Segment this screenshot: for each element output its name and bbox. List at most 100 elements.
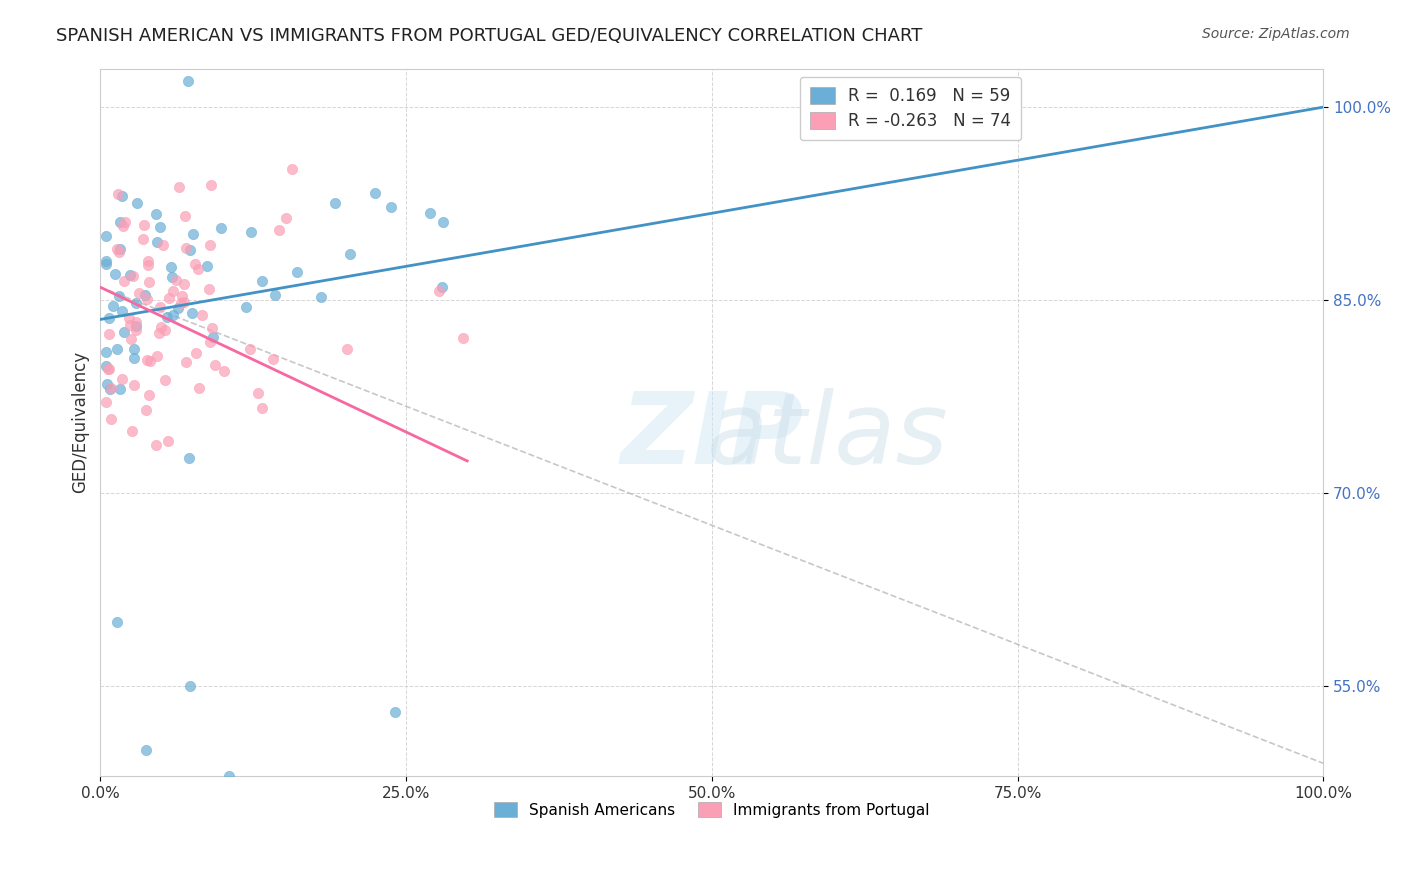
Point (135, 292, 157, 306)
Point (200, 335, 222, 350)
Point (432, 214, 454, 228)
Point (96, 377, 118, 392)
Point (239, 225, 262, 239)
Point (105, 242, 128, 256)
Point (145, 207, 167, 221)
Point (152, 237, 174, 252)
Point (111, 219, 134, 233)
Point (100, 382, 122, 396)
Point (209, 221, 232, 235)
Point (114, 215, 136, 229)
Point (128, 286, 150, 301)
Point (264, 288, 287, 302)
Point (281, 161, 304, 176)
Point (96, 254, 118, 268)
Point (148, 326, 170, 341)
Point (250, 274, 273, 288)
Point (160, 270, 183, 285)
Text: ZIP: ZIP (620, 388, 803, 485)
Point (162, 284, 184, 298)
Point (125, 315, 148, 329)
Point (336, 342, 359, 356)
Point (149, 300, 172, 314)
Point (111, 371, 134, 385)
Point (184, 257, 207, 271)
Point (96, 228, 118, 243)
Point (100, 412, 122, 426)
Point (111, 303, 134, 318)
Point (235, 301, 257, 315)
Point (132, 218, 155, 232)
Point (105, 615, 128, 629)
Point (139, 354, 162, 368)
Point (122, 269, 145, 284)
Point (187, 261, 209, 276)
Point (121, 424, 143, 438)
Point (166, 301, 188, 316)
Text: atlas: atlas (707, 388, 949, 485)
Point (96, 359, 118, 373)
Point (97, 361, 120, 376)
Point (177, 74, 200, 88)
Point (118, 268, 141, 282)
Point (239, 342, 262, 356)
Point (135, 743, 157, 757)
Point (204, 358, 226, 372)
Point (169, 180, 191, 194)
Point (267, 222, 290, 236)
Point (112, 325, 135, 339)
Point (427, 284, 450, 298)
Point (212, 364, 235, 378)
Point (98, 311, 121, 326)
Point (339, 247, 361, 261)
Point (122, 342, 145, 356)
Point (323, 196, 346, 211)
Point (191, 308, 214, 322)
Point (160, 260, 183, 274)
Point (179, 679, 201, 693)
Point (149, 219, 172, 234)
Point (419, 206, 441, 220)
Point (157, 291, 180, 305)
Point (96, 345, 118, 359)
Point (218, 769, 240, 783)
Point (162, 308, 184, 322)
Point (309, 290, 332, 304)
Legend: Spanish Americans, Immigrants from Portugal: Spanish Americans, Immigrants from Portu… (486, 794, 938, 825)
Y-axis label: GED/Equivalency: GED/Equivalency (72, 351, 89, 493)
Point (430, 279, 453, 293)
Point (136, 259, 159, 273)
Point (170, 288, 193, 302)
Point (155, 323, 177, 337)
Text: SPANISH AMERICAN VS IMMIGRANTS FROM PORTUGAL GED/EQUIVALENCY CORRELATION CHART: SPANISH AMERICAN VS IMMIGRANTS FROM PORT… (56, 27, 922, 45)
Point (145, 438, 167, 452)
Point (111, 189, 134, 203)
Point (110, 242, 132, 256)
Point (188, 381, 211, 395)
Point (97, 327, 120, 342)
Point (186, 346, 208, 360)
Point (104, 267, 127, 281)
Point (173, 295, 195, 310)
Point (125, 195, 148, 210)
Point (156, 434, 179, 448)
Point (122, 351, 145, 365)
Point (364, 186, 387, 200)
Point (156, 310, 179, 324)
Point (165, 273, 187, 287)
Point (384, 705, 406, 719)
Point (134, 288, 156, 302)
Point (181, 227, 204, 241)
Point (136, 253, 159, 268)
Point (118, 310, 141, 325)
Point (96, 394, 118, 409)
Point (120, 332, 142, 346)
Point (105, 342, 128, 356)
Point (202, 329, 225, 343)
Point (107, 186, 129, 201)
Point (120, 318, 142, 332)
Point (176, 354, 198, 368)
Point (107, 289, 129, 303)
Point (380, 200, 402, 214)
Point (198, 282, 221, 296)
